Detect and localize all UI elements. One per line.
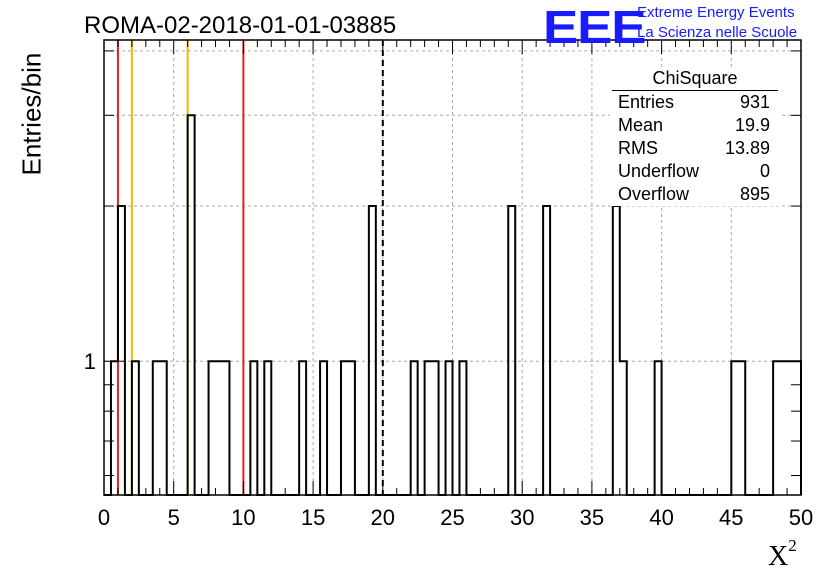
- logo-line-2: La Scienza nelle Scuole: [637, 24, 798, 41]
- stats-value: 931: [739, 92, 770, 112]
- stats-label: RMS: [618, 138, 658, 158]
- x-tick-label: 5: [168, 505, 180, 530]
- x-axis-label-text: X: [768, 541, 789, 572]
- histogram-bin: [794, 361, 801, 495]
- histogram-bin: [188, 115, 195, 495]
- histogram-bin: [446, 361, 453, 495]
- histogram-bin: [773, 361, 780, 495]
- stats-row-underflow: Underflow 0: [610, 160, 780, 183]
- logo-line-1: Extreme Energy Events: [637, 4, 795, 21]
- stats-label: Overflow: [618, 184, 690, 204]
- histogram-bin: [655, 361, 662, 495]
- x-tick-label: 0: [98, 505, 110, 530]
- stats-value: 19.9: [734, 115, 770, 135]
- histogram-bin: [432, 361, 439, 495]
- x-axis-label: X2: [768, 536, 797, 573]
- stats-label: Entries: [618, 92, 675, 112]
- stats-header: ChiSquare: [612, 68, 778, 91]
- stats-row-entries: Entries 931: [610, 91, 780, 114]
- histogram-bin: [264, 361, 271, 495]
- stats-row-rms: RMS 13.89: [610, 137, 780, 160]
- stats-value: 13.89: [724, 138, 770, 158]
- stats-row-overflow: Overflow 895: [610, 183, 780, 206]
- x-tick-label: 40: [649, 505, 673, 530]
- stats-box: ChiSquare Entries 931 Mean 19.9 RMS 13.89 U…: [610, 68, 780, 206]
- histogram-bin: [209, 361, 216, 495]
- histogram-bin: [118, 206, 125, 495]
- histogram-bin: [787, 361, 794, 495]
- x-tick-label: 35: [580, 505, 604, 530]
- histogram-bin: [153, 361, 160, 495]
- histogram-bin: [320, 361, 327, 495]
- histogram-bin: [459, 361, 466, 495]
- stats-label: Underflow: [618, 161, 700, 181]
- stats-value: 895: [739, 184, 770, 204]
- histogram-bin: [348, 361, 355, 495]
- stats-row-mean: Mean 19.9: [610, 114, 780, 137]
- x-axis-label-sup: 2: [788, 536, 797, 555]
- y-tick-label: 1: [84, 349, 96, 374]
- histogram-bin: [738, 361, 745, 495]
- x-tick-label: 20: [371, 505, 395, 530]
- histogram-bin: [160, 361, 167, 495]
- histogram-bin: [543, 206, 550, 495]
- histogram-bin: [613, 206, 620, 495]
- stats-label: Mean: [618, 115, 664, 135]
- histogram-bin: [132, 361, 139, 495]
- x-tick-label: 45: [719, 505, 743, 530]
- histogram-bin: [111, 361, 118, 495]
- histogram-bin: [341, 361, 348, 495]
- histogram-bin: [620, 361, 627, 495]
- y-axis-label: Entries/bin: [16, 52, 47, 176]
- histogram-bin: [508, 206, 515, 495]
- histogram-bin: [216, 361, 223, 495]
- histogram-bin: [250, 361, 257, 495]
- histogram-bin: [369, 206, 376, 495]
- x-tick-label: 10: [231, 505, 255, 530]
- histogram-bin: [299, 361, 306, 495]
- x-tick-label: 30: [510, 505, 534, 530]
- x-tick-label: 50: [789, 505, 813, 530]
- x-tick-label: 25: [440, 505, 464, 530]
- histogram-bin: [780, 361, 787, 495]
- stats-value: 0: [759, 161, 770, 181]
- eee-logo: EEE: [543, 1, 647, 53]
- histogram-bin: [411, 361, 418, 495]
- chart-title: ROMA-02-2018-01-01-03885: [84, 12, 397, 39]
- histogram-bin: [731, 361, 738, 495]
- histogram-bin: [425, 361, 432, 495]
- histogram-bin: [222, 361, 229, 495]
- x-tick-label: 15: [301, 505, 325, 530]
